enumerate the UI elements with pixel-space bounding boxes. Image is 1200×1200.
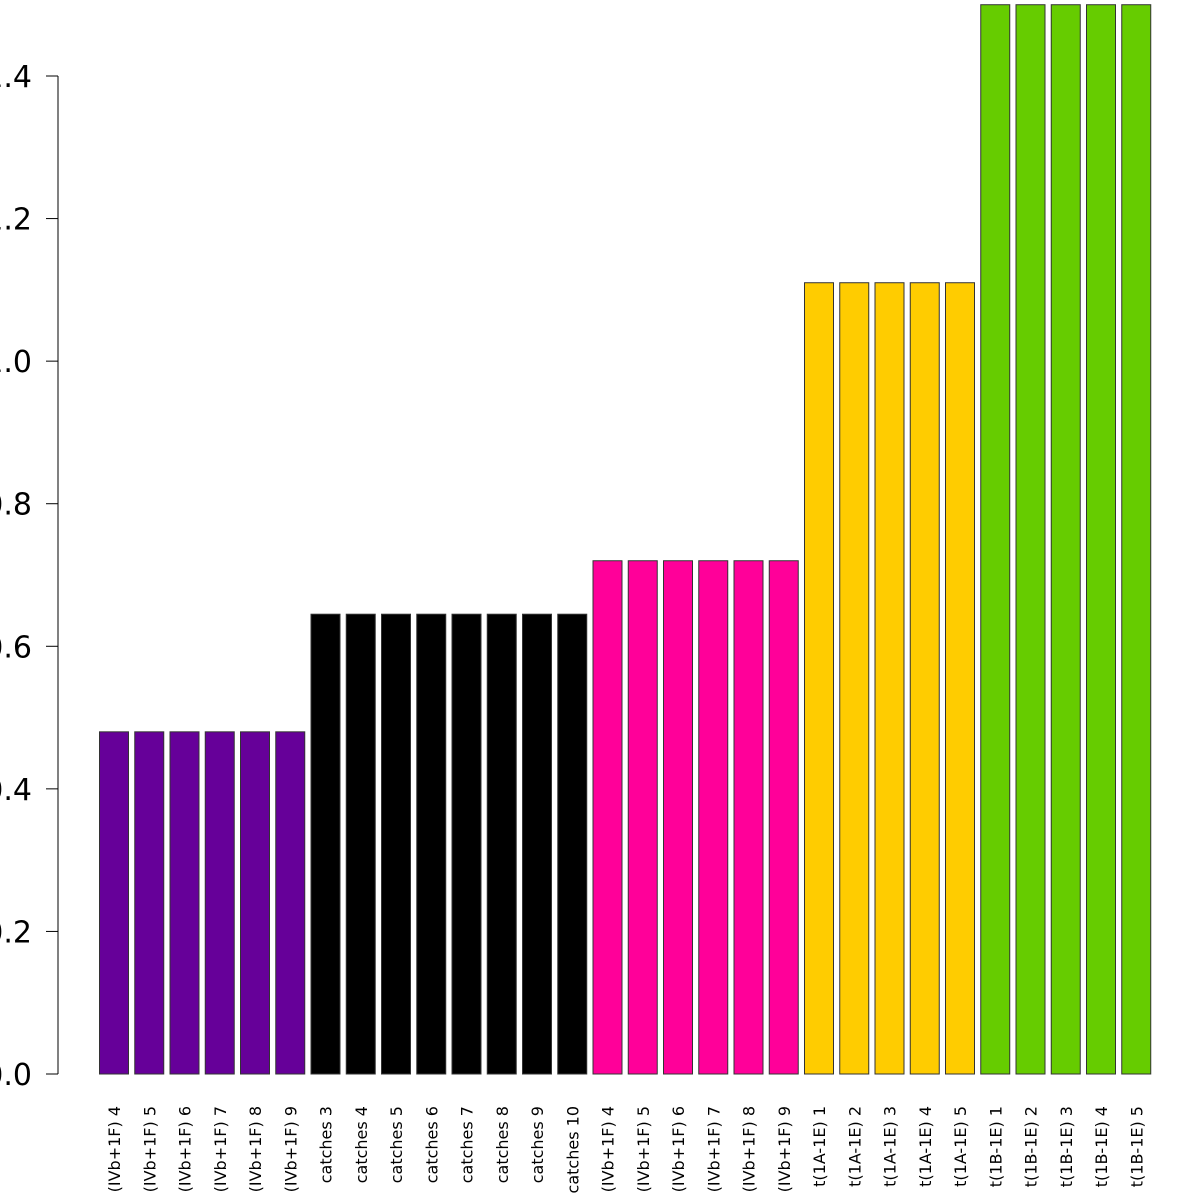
x-category-label: (IVb+1F) 7 bbox=[211, 1106, 230, 1192]
y-tick-label: 1.4 bbox=[0, 60, 32, 95]
bar bbox=[204, 731, 235, 1075]
bar bbox=[663, 560, 693, 1075]
bar bbox=[381, 613, 411, 1075]
x-category-label: (IVb+1F) 5 bbox=[140, 1106, 159, 1192]
x-category-label: t(1A-1E) 4 bbox=[916, 1106, 935, 1187]
bar bbox=[99, 731, 129, 1075]
bars bbox=[99, 4, 1152, 1075]
x-category-label: t(1B-1E) 2 bbox=[1022, 1106, 1041, 1187]
bar bbox=[1086, 4, 1116, 1075]
y-tick-label: 0.2 bbox=[0, 915, 32, 950]
x-category-label: (IVb+1F) 6 bbox=[176, 1106, 195, 1192]
bar bbox=[169, 731, 200, 1075]
bar bbox=[874, 282, 905, 1075]
bar bbox=[416, 613, 447, 1075]
y-tick-label: 0.4 bbox=[0, 773, 32, 808]
bar bbox=[522, 613, 552, 1075]
x-category-label: t(1A-1E) 5 bbox=[951, 1106, 970, 1187]
bar bbox=[768, 560, 799, 1075]
y-tick-label: 1.0 bbox=[0, 345, 32, 380]
bar bbox=[909, 282, 940, 1075]
bar bbox=[1121, 4, 1152, 1075]
bar bbox=[592, 560, 623, 1075]
bar bbox=[1050, 4, 1081, 1075]
x-category-label: t(1A-1E) 1 bbox=[810, 1106, 829, 1187]
x-category-label: catches 10 bbox=[563, 1106, 582, 1193]
x-category-label: t(1B-1E) 4 bbox=[1092, 1106, 1111, 1187]
bar bbox=[980, 4, 1011, 1075]
x-category-label: (IVb+1F) 8 bbox=[246, 1106, 265, 1192]
bar bbox=[345, 613, 376, 1075]
x-category-label: catches 8 bbox=[493, 1106, 512, 1183]
y-tick-label: 0.6 bbox=[0, 630, 32, 665]
bar bbox=[134, 731, 165, 1075]
y-tick-label: 1.2 bbox=[0, 203, 32, 238]
x-category-label: (IVb+1F) 4 bbox=[105, 1106, 124, 1192]
x-category-label: (IVb+1F) 4 bbox=[599, 1106, 618, 1192]
x-category-label: catches 5 bbox=[387, 1106, 406, 1183]
x-category-label: catches 9 bbox=[528, 1106, 547, 1183]
x-category-label: (IVb+1F) 9 bbox=[775, 1106, 794, 1192]
bar bbox=[804, 282, 834, 1075]
x-category-label: t(1A-1E) 3 bbox=[881, 1106, 900, 1187]
bar bbox=[557, 613, 588, 1075]
x-category-label: (IVb+1F) 6 bbox=[669, 1106, 688, 1192]
bar bbox=[733, 560, 764, 1075]
x-category-label: t(1A-1E) 2 bbox=[845, 1106, 864, 1187]
y-tick-label: 0.8 bbox=[0, 488, 32, 523]
bar bbox=[698, 560, 729, 1075]
bar bbox=[486, 613, 517, 1075]
bar bbox=[839, 282, 870, 1075]
bar bbox=[945, 282, 975, 1075]
x-category-label: catches 7 bbox=[458, 1106, 477, 1183]
bar bbox=[310, 613, 341, 1075]
x-category-label: (IVb+1F) 7 bbox=[704, 1106, 723, 1192]
y-axis: 0.0 0.2 0.4 0.6 0.8 1.0 1.2 1.4 bbox=[0, 60, 59, 1093]
x-category-label: t(1B-1E) 1 bbox=[986, 1106, 1005, 1187]
y-tick-label: 0.0 bbox=[0, 1058, 32, 1093]
x-category-label: t(1B-1E) 3 bbox=[1057, 1106, 1076, 1187]
x-category-label: catches 3 bbox=[317, 1106, 336, 1183]
x-category-label: catches 6 bbox=[422, 1106, 441, 1183]
bar bbox=[1015, 4, 1046, 1075]
bar bbox=[275, 731, 306, 1075]
x-axis-labels: (IVb+1F) 4 (IVb+1F) 5 (IVb+1F) 6 (IVb+1F) 7… bbox=[105, 1106, 1146, 1193]
x-category-label: t(1B-1E) 5 bbox=[1127, 1106, 1146, 1187]
bar bbox=[240, 731, 270, 1075]
bar bbox=[451, 613, 482, 1075]
x-category-label: (IVb+1F) 9 bbox=[281, 1106, 300, 1192]
x-category-label: (IVb+1F) 8 bbox=[740, 1106, 759, 1192]
x-category-label: (IVb+1F) 5 bbox=[634, 1106, 653, 1192]
bar bbox=[627, 560, 658, 1075]
x-category-label: catches 4 bbox=[352, 1106, 371, 1183]
